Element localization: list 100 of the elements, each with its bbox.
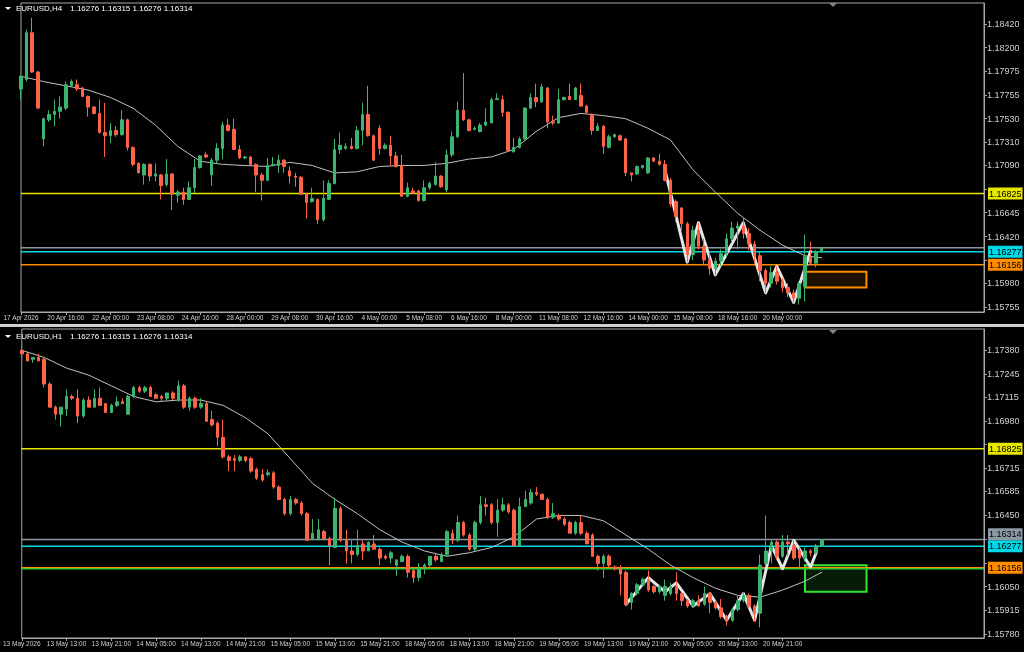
y-tick-label: 1.16050 (987, 581, 1020, 592)
candlestick (798, 546, 801, 570)
candlestick (669, 582, 672, 596)
candlestick (182, 187, 185, 206)
candlestick (725, 614, 728, 627)
line-series (20, 75, 823, 259)
candlestick (641, 164, 644, 170)
candlestick (70, 78, 73, 88)
candlestick (311, 518, 314, 541)
candlestick (233, 454, 236, 472)
candlestick (361, 102, 364, 146)
candlestick (624, 137, 627, 177)
candlestick (339, 506, 342, 543)
candlestick (680, 591, 684, 607)
y-tick-label: 1.17755 (987, 89, 1020, 100)
candlestick (579, 514, 583, 536)
candlestick (328, 536, 331, 566)
candlestick (255, 467, 258, 481)
candlestick (473, 125, 476, 131)
candlestick (31, 356, 35, 364)
candlestick (76, 388, 79, 424)
candlestick (658, 584, 661, 595)
candlestick (529, 488, 533, 506)
candlestick (786, 282, 790, 298)
candlestick (137, 161, 140, 174)
y-tick-label: 1.17245 (987, 369, 1020, 380)
candlestick (613, 133, 616, 139)
candlestick (630, 591, 633, 611)
candlestick (143, 385, 147, 394)
candlestick (305, 511, 309, 541)
candlestick (372, 534, 376, 550)
candlestick (495, 92, 499, 101)
ref-line-label: 1.16156 (989, 259, 1022, 270)
candlestick (646, 156, 650, 175)
y-tick-label: 1.16715 (987, 463, 1020, 474)
candlestick (120, 109, 124, 137)
candlestick (394, 151, 398, 169)
candlestick (20, 346, 24, 357)
candlestick (59, 406, 63, 428)
candlestick (484, 497, 488, 516)
candlestick (422, 179, 426, 203)
candlestick (764, 514, 768, 568)
candlestick (366, 85, 370, 138)
candlestick (338, 132, 342, 155)
candlestick (177, 380, 180, 403)
candlestick (540, 493, 544, 500)
candlestick (624, 570, 628, 607)
candlestick (165, 392, 169, 401)
line-series (21, 349, 823, 598)
candlestick (261, 468, 264, 483)
candlestick (75, 78, 79, 92)
candlestick (607, 134, 611, 149)
candlestick (534, 83, 538, 108)
candlestick (238, 144, 241, 160)
candlestick (686, 221, 689, 263)
candlestick (48, 381, 52, 408)
candlestick (635, 164, 639, 176)
candlestick (574, 86, 577, 101)
candlestick (479, 495, 482, 525)
candlestick (215, 142, 219, 164)
candlestick (669, 177, 672, 208)
candlestick (814, 543, 818, 556)
candlestick (30, 17, 34, 74)
candlestick (171, 390, 175, 401)
candlestick (361, 539, 365, 561)
candlestick (249, 155, 252, 166)
candlestick (714, 257, 717, 276)
candlestick (221, 419, 225, 460)
candlestick (736, 221, 739, 250)
candlestick (568, 520, 572, 534)
candlestick (675, 571, 678, 602)
candlestick (204, 151, 208, 159)
candlestick (478, 122, 482, 134)
candlestick (518, 136, 521, 149)
candlestick (350, 137, 353, 151)
candlestick (283, 497, 286, 516)
candlestick (378, 546, 382, 566)
candlestick (170, 172, 174, 211)
candlestick (524, 490, 527, 508)
chart-subtitle: 1.16276 1.16315 1.16276 1.16314 (70, 3, 194, 13)
candlestick (317, 518, 320, 541)
y-tick-label: 1.18200 (987, 42, 1020, 53)
candlestick (736, 594, 740, 612)
candlestick (383, 142, 387, 151)
y-tick-label: 1.17530 (987, 113, 1020, 124)
candlestick (596, 122, 599, 131)
candlestick (114, 125, 118, 138)
ref-line-label: 1.16156 (989, 562, 1022, 573)
y-tick-label: 1.15755 (987, 302, 1020, 313)
candlestick (355, 125, 359, 151)
candlestick (277, 154, 280, 174)
candlestick (641, 577, 645, 587)
candlestick (322, 529, 326, 541)
y-tick-label: 1.15780 (987, 629, 1020, 640)
candlestick (356, 529, 359, 557)
candlestick (154, 162, 157, 182)
candlestick (507, 502, 510, 515)
candlestick (769, 265, 773, 289)
candlestick (590, 112, 594, 136)
candlestick (792, 289, 795, 303)
